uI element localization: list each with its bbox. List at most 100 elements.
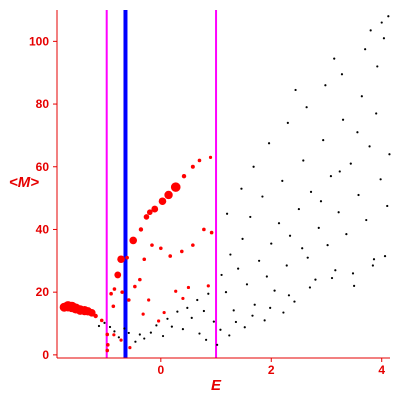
point-1-34 [133,284,137,289]
point-2-23 [212,320,215,323]
point-2-76 [364,48,367,51]
point-2-91 [228,334,231,337]
point-2-61 [368,145,371,148]
point-2-81 [269,306,272,309]
point-2-90 [216,343,219,346]
point-2-35 [265,275,268,278]
point-2-94 [282,311,285,314]
y-tick-label: 60 [36,160,50,174]
point-2-68 [225,212,229,215]
point-2-6 [123,327,126,330]
point-1-48 [174,289,178,293]
point-2-103 [369,29,372,32]
point-1-46 [157,319,161,323]
vertical-lines [105,10,218,358]
point-2-64 [379,178,382,181]
point-1-23 [158,197,167,206]
point-2-21 [202,309,205,313]
point-2-88 [198,332,201,335]
point-2-1 [97,324,101,328]
point-1-43 [209,230,214,235]
point-2-74 [324,84,327,87]
point-2-25 [224,291,228,294]
point-2-33 [258,259,261,262]
point-2-98 [356,131,359,134]
point-2-82 [287,294,291,297]
point-2-71 [267,142,271,145]
point-1-54 [128,346,132,350]
point-2-56 [349,162,352,165]
point-1-12 [106,343,110,347]
point-2-86 [371,264,374,267]
point-1-50 [186,285,191,290]
point-2-50 [326,244,329,247]
x-tick-label: 2 [268,363,275,377]
point-2-49 [322,139,325,142]
point-1-27 [190,164,195,169]
point-2-19 [190,316,193,319]
point-2-34 [261,195,264,198]
point-2-15 [170,325,173,328]
point-1-25 [170,182,181,192]
point-2-48 [317,226,320,229]
point-2-93 [263,319,266,322]
point-2-65 [382,37,386,40]
point-2-43 [297,207,300,211]
point-1-22 [151,205,159,213]
point-2-87 [383,255,387,258]
point-2-5 [117,336,120,339]
point-2-96 [319,200,323,203]
point-1-36 [142,257,147,262]
point-2-27 [232,309,235,312]
point-2-30 [245,283,249,286]
point-2-8 [134,340,137,343]
point-2-28 [237,267,240,270]
point-2-73 [305,106,308,109]
point-1-33 [126,298,131,302]
point-2-7 [127,331,130,335]
point-1-11 [105,332,110,337]
point-1-28 [197,158,202,163]
point-2-17 [181,328,185,331]
point-2-32 [253,303,256,306]
point-1-30 [109,291,113,296]
x-tick-label: 4 [378,363,385,377]
point-1-19 [138,227,144,232]
point-1-17 [125,255,129,260]
point-1-21 [146,209,153,216]
point-1-44 [141,312,145,316]
point-2-4 [113,330,116,333]
point-2-52 [334,269,337,272]
point-2-45 [306,256,309,259]
point-1-52 [112,333,116,337]
point-2-79 [234,320,238,324]
point-1-15 [114,271,122,279]
data-points [59,15,391,353]
point-2-92 [243,326,246,329]
point-2-70 [252,165,255,168]
series-2 [97,15,391,346]
point-2-83 [308,286,312,289]
point-1-32 [120,290,124,294]
point-2-39 [281,179,284,182]
point-2-58 [357,193,360,197]
point-2-69 [240,187,243,190]
point-1-16 [117,255,125,264]
point-2-99 [375,112,378,115]
point-2-14 [166,317,169,320]
point-2-12 [155,324,158,327]
point-2-55 [345,233,348,236]
point-2-44 [302,159,305,162]
point-1-41 [191,243,195,247]
x-axis-label: E [211,377,222,394]
point-1-49 [181,296,185,301]
point-2-29 [241,237,244,240]
point-2-53 [337,211,340,214]
point-2-97 [338,170,341,173]
point-2-57 [353,284,356,287]
point-2-3 [108,325,112,329]
point-2-13 [161,334,165,338]
point-1-13 [105,348,110,353]
point-1-14 [111,304,116,309]
